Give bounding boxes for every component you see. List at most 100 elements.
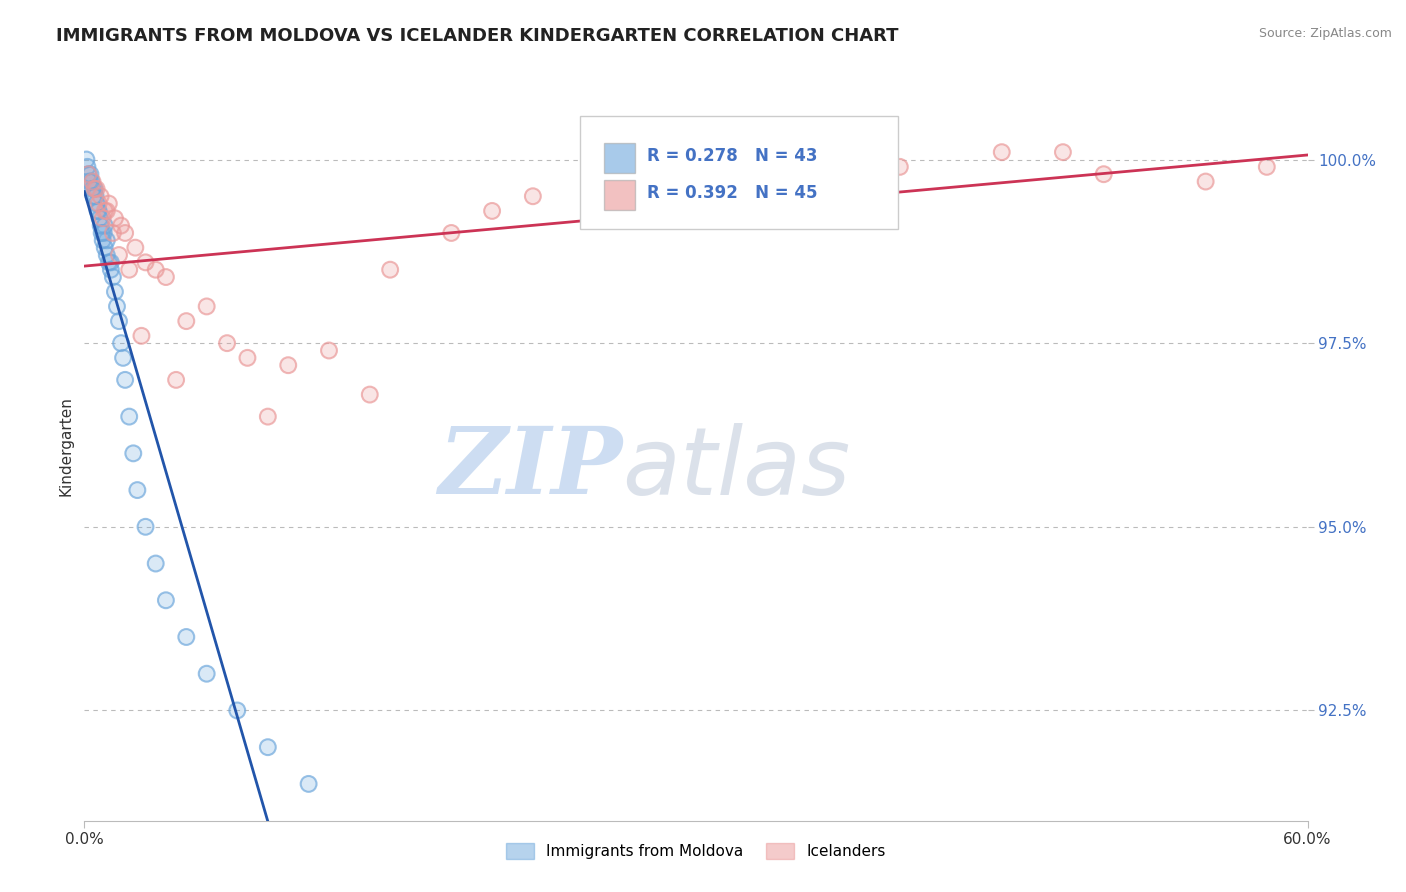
Point: [257, 740, 280, 755]
Point: [97, 255, 120, 269]
Point: [77, 167, 100, 181]
Point: [96, 233, 118, 247]
Point: [359, 387, 381, 401]
Point: [77, 167, 100, 181]
Point: [83, 189, 105, 203]
Point: [108, 248, 131, 262]
Point: [1256, 160, 1278, 174]
Point: [97, 196, 120, 211]
Point: [89, 211, 111, 226]
Point: [96, 203, 118, 218]
Point: [257, 409, 280, 424]
Point: [155, 593, 177, 607]
Point: [110, 219, 132, 233]
FancyBboxPatch shape: [605, 180, 636, 210]
Point: [1256, 160, 1278, 174]
Point: [195, 300, 218, 314]
Point: [83, 182, 105, 196]
Point: [889, 160, 911, 174]
Point: [104, 211, 127, 226]
Point: [114, 373, 136, 387]
Point: [75, 153, 97, 167]
FancyBboxPatch shape: [579, 116, 898, 228]
Point: [155, 270, 177, 285]
Point: [83, 182, 105, 196]
Point: [75, 153, 97, 167]
Point: [105, 300, 128, 314]
Point: [86, 182, 108, 196]
Point: [277, 358, 299, 372]
Point: [93, 203, 115, 218]
Point: [217, 336, 239, 351]
Point: [104, 285, 127, 299]
Point: [991, 145, 1014, 160]
Point: [79, 167, 101, 181]
Point: [522, 189, 544, 203]
Text: R = 0.392   N = 45: R = 0.392 N = 45: [647, 185, 817, 202]
Point: [118, 409, 141, 424]
Point: [155, 593, 177, 607]
Point: [298, 777, 321, 791]
Point: [685, 167, 707, 181]
Point: [195, 666, 218, 681]
Text: IMMIGRANTS FROM MOLDOVA VS ICELANDER KINDERGARTEN CORRELATION CHART: IMMIGRANTS FROM MOLDOVA VS ICELANDER KIN…: [56, 27, 898, 45]
Point: [96, 233, 118, 247]
Point: [114, 226, 136, 240]
Point: [101, 270, 124, 285]
Point: [787, 153, 810, 167]
Point: [124, 241, 146, 255]
Point: [79, 167, 101, 181]
Point: [87, 196, 110, 211]
Point: [440, 226, 463, 240]
Point: [83, 189, 105, 203]
Point: [145, 557, 167, 571]
Point: [87, 203, 110, 218]
Point: [110, 336, 132, 351]
Point: [91, 211, 114, 226]
Point: [1092, 167, 1115, 181]
Point: [79, 175, 101, 189]
Point: [96, 248, 118, 262]
Point: [91, 233, 114, 247]
Point: [90, 189, 112, 203]
Point: [87, 203, 110, 218]
Point: [104, 211, 127, 226]
Point: [135, 255, 157, 269]
Point: [84, 189, 107, 203]
Point: [86, 203, 108, 218]
Point: [1052, 145, 1074, 160]
Point: [145, 262, 167, 277]
Point: [90, 189, 112, 203]
Point: [174, 314, 197, 328]
Point: [112, 351, 135, 365]
Point: [1195, 175, 1218, 189]
Point: [97, 255, 120, 269]
Point: [236, 351, 259, 365]
Point: [118, 262, 141, 277]
Point: [127, 483, 149, 497]
Point: [122, 446, 145, 460]
Point: [76, 160, 98, 174]
Point: [685, 167, 707, 181]
Point: [257, 740, 280, 755]
Point: [174, 630, 197, 644]
Point: [90, 226, 112, 240]
Point: [87, 196, 110, 211]
Point: [725, 153, 748, 167]
Text: Source: ZipAtlas.com: Source: ZipAtlas.com: [1258, 27, 1392, 40]
Point: [583, 175, 606, 189]
Point: [76, 160, 98, 174]
Point: [112, 351, 135, 365]
Point: [165, 373, 187, 387]
Point: [77, 167, 100, 181]
Point: [86, 196, 108, 211]
Point: [108, 314, 131, 328]
Point: [101, 270, 124, 285]
Point: [1092, 167, 1115, 181]
Point: [359, 387, 381, 401]
Point: [226, 703, 249, 717]
Point: [86, 196, 108, 211]
Point: [174, 630, 197, 644]
Point: [82, 182, 104, 196]
Point: [644, 182, 666, 196]
